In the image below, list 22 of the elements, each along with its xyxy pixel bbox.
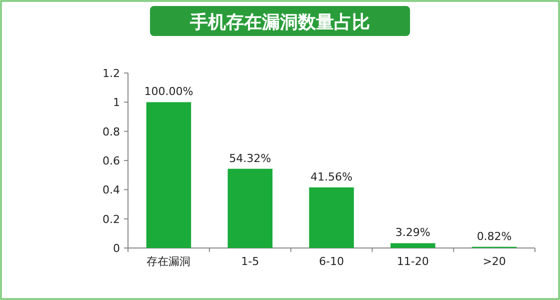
- bar: [146, 102, 192, 248]
- chart-title: 手机存在漏洞数量占比: [189, 12, 370, 33]
- y-tick-label: 0.2: [102, 212, 120, 226]
- x-tick-label: 1-5: [241, 255, 260, 268]
- y-tick-label: 1: [113, 96, 120, 110]
- y-tick-label: 0.8: [102, 125, 120, 138]
- bar: [309, 187, 354, 248]
- data-label: 3.29%: [395, 226, 430, 240]
- x-tick-label: >20: [482, 255, 506, 268]
- bar: [228, 168, 272, 248]
- y-tick-label: 0.4: [102, 184, 120, 197]
- data-label: 0.82%: [476, 230, 512, 243]
- x-tick-label: 6-10: [319, 255, 344, 268]
- y-tick-label: 0.6: [102, 154, 120, 168]
- data-label: 41.56%: [310, 170, 352, 184]
- bar: [390, 243, 436, 248]
- y-tick-label: 0: [113, 242, 120, 255]
- y-tick-label: 1.2: [102, 67, 120, 80]
- data-label: 54.32%: [229, 152, 272, 165]
- data-label: 100.00%: [144, 85, 194, 98]
- x-tick-label: 11-20: [396, 255, 429, 268]
- x-tick-label: 存在漏洞: [146, 255, 191, 268]
